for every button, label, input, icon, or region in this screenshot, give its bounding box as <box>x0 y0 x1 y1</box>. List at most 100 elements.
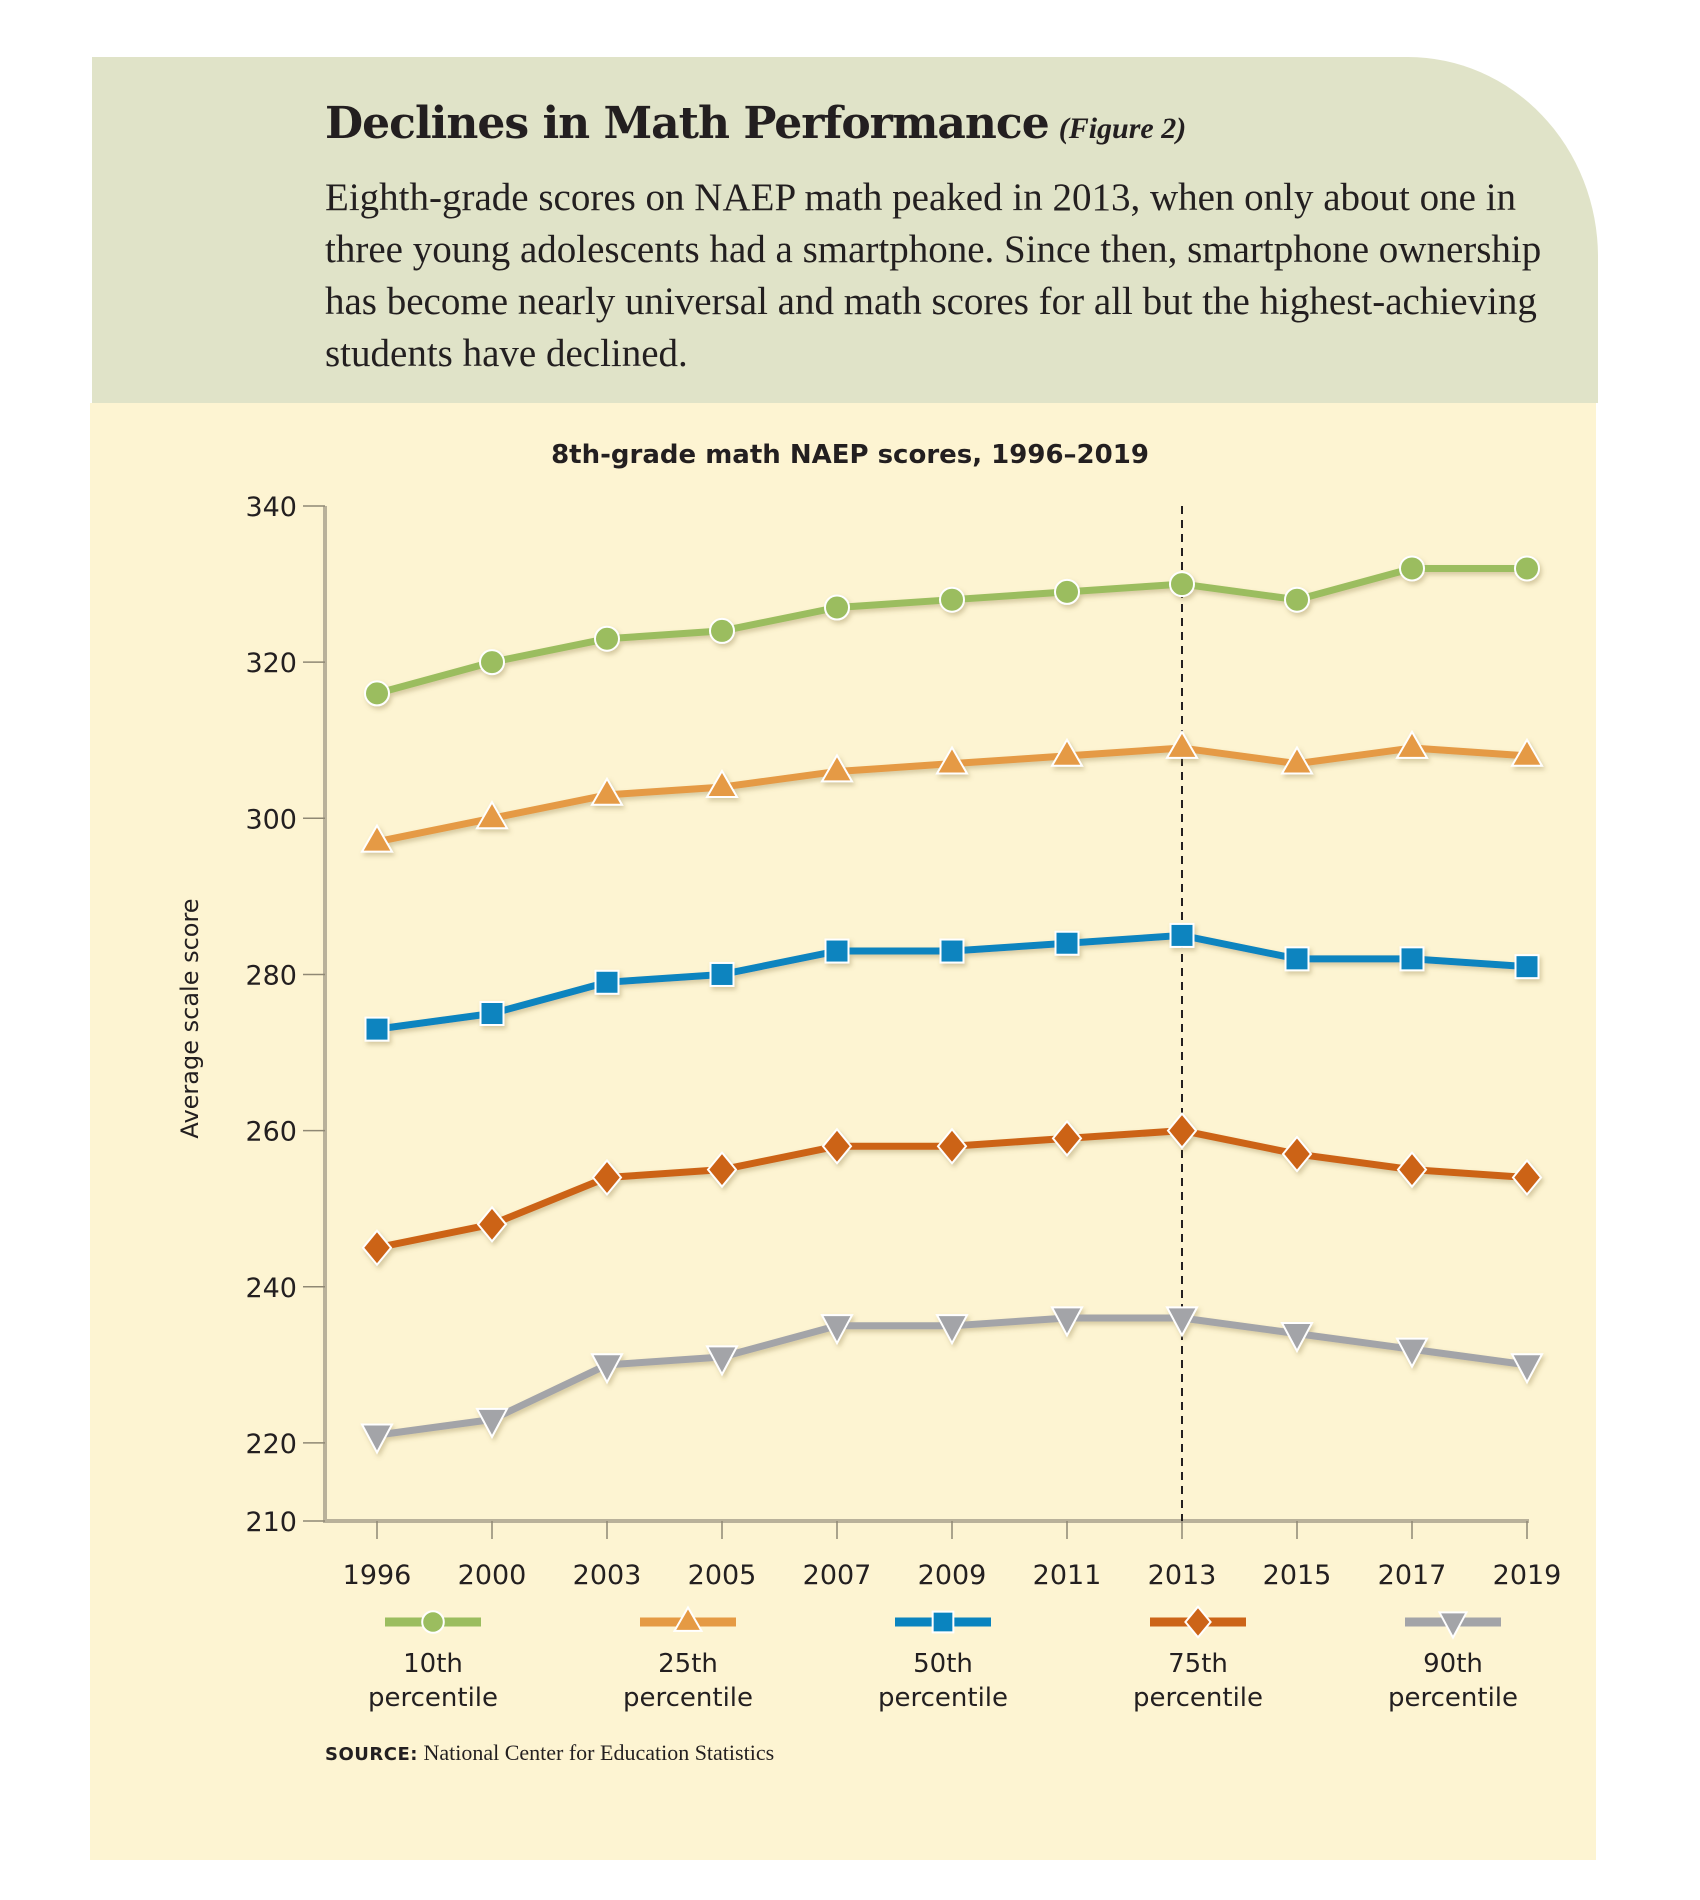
data-point <box>1281 1135 1313 1173</box>
y-tick-label: 340 <box>245 492 297 523</box>
data-point <box>824 594 850 621</box>
legend-item: 10th percentile <box>368 1610 498 1713</box>
legend-marker-triangle-up-icon <box>672 1605 704 1632</box>
data-point <box>705 1345 739 1377</box>
series-group <box>360 555 1544 1455</box>
data-point <box>360 1423 394 1455</box>
data-point <box>594 625 620 652</box>
data-point <box>821 1127 853 1165</box>
legend-label: percentile <box>368 1683 498 1713</box>
data-point <box>591 1158 623 1197</box>
legend-item: 50th percentile <box>878 1610 1008 1713</box>
legend: 10th percentile 25th percentile 50th percenti… <box>368 1605 1518 1713</box>
data-point <box>1280 745 1314 775</box>
data-point <box>1050 1306 1084 1338</box>
data-point <box>475 800 509 830</box>
data-point <box>706 1151 738 1189</box>
y-tick-label: 220 <box>245 1429 297 1460</box>
x-tick-label: 2007 <box>803 1560 872 1591</box>
figure-description: Eighth-grade scores on NAEP math peaked … <box>325 176 1542 375</box>
data-point <box>475 1407 509 1439</box>
legend-marker-diamond-icon <box>1184 1605 1212 1639</box>
x-tick-label: 2017 <box>1378 1560 1447 1591</box>
data-point <box>1284 946 1310 972</box>
legend-item: 75th percentile <box>1133 1605 1263 1713</box>
legend-label: percentile <box>1388 1683 1518 1713</box>
source-note: SOURCE: National Center for Education St… <box>325 1740 774 1766</box>
y-tick-label: 260 <box>245 1117 297 1148</box>
data-point <box>590 1353 624 1385</box>
x-tick-label: 2015 <box>1263 1560 1332 1591</box>
legend-marker-square-icon <box>931 1610 955 1634</box>
data-point <box>1166 1112 1198 1150</box>
series-90th-percentile <box>360 1306 1544 1455</box>
data-point <box>939 938 965 964</box>
legend-label: 90th <box>1423 1649 1483 1679</box>
legend-label: percentile <box>623 1683 753 1713</box>
data-point <box>1284 586 1310 613</box>
data-point <box>709 961 735 987</box>
x-tick-label: 2013 <box>1148 1560 1217 1591</box>
legend-item: 25th percentile <box>623 1605 753 1713</box>
data-point <box>939 586 965 613</box>
source-label: SOURCE: <box>325 1744 418 1765</box>
data-point <box>705 768 739 798</box>
data-point <box>364 680 390 707</box>
data-point <box>824 938 850 964</box>
data-point <box>1514 954 1540 980</box>
legend-label: 50th <box>913 1649 973 1679</box>
data-point <box>1511 1158 1543 1197</box>
source-text: National Center for Education Statistics <box>423 1740 775 1765</box>
x-tick-label: 2000 <box>458 1560 527 1591</box>
data-point <box>594 969 620 995</box>
data-point <box>1165 1306 1199 1338</box>
data-point <box>1395 1337 1429 1369</box>
data-point <box>1169 922 1195 948</box>
data-point <box>1169 571 1195 598</box>
y-tick-label: 210 <box>245 1507 297 1538</box>
data-point <box>360 823 394 853</box>
data-point <box>1399 555 1425 582</box>
chart-panel <box>90 403 1596 1860</box>
data-point <box>364 1016 390 1042</box>
legend-marker-triangle-down-icon <box>1437 1611 1469 1640</box>
data-point <box>361 1229 393 1267</box>
data-point <box>1050 737 1084 767</box>
y-axis-title: Average scale score <box>176 898 204 1138</box>
data-point <box>1514 555 1540 582</box>
chart-title: 8th-grade math NAEP scores, 1996–2019 <box>551 440 1149 470</box>
data-point <box>936 1127 968 1165</box>
data-point <box>820 1314 854 1346</box>
y-tick-label: 240 <box>245 1273 297 1304</box>
series-10th-percentile <box>364 555 1540 707</box>
data-point <box>935 745 969 775</box>
legend-marker-circle-icon <box>421 1610 445 1634</box>
data-point <box>1510 1353 1544 1385</box>
x-tick-label: 2003 <box>573 1560 642 1591</box>
data-point <box>709 617 735 644</box>
data-point <box>1510 737 1544 767</box>
data-point <box>1395 729 1429 759</box>
legend-label: 25th <box>658 1649 718 1679</box>
data-point <box>1399 946 1425 972</box>
data-point <box>479 1001 505 1026</box>
y-tick-label: 300 <box>245 804 297 835</box>
y-tick-label: 280 <box>245 960 297 991</box>
figure-number: (Figure 2) <box>1058 112 1187 145</box>
data-point <box>1396 1151 1428 1189</box>
series-75th-percentile <box>361 1112 1543 1267</box>
figure-headline: Declines in Math Performance (Figure 2) <box>325 98 1186 149</box>
y-tick-label: 320 <box>245 648 297 679</box>
data-point <box>479 649 505 676</box>
x-tick-label: 1996 <box>343 1560 412 1591</box>
legend-label: 10th <box>403 1649 463 1679</box>
x-tick-label: 2011 <box>1033 1560 1102 1591</box>
headline-title: Declines in Math Performance <box>325 98 1050 149</box>
data-point <box>1051 1119 1083 1157</box>
header-panel <box>92 57 1598 403</box>
x-tick-label: 2009 <box>918 1560 987 1591</box>
data-point <box>1165 729 1199 759</box>
series-50th-percentile <box>364 922 1540 1042</box>
data-point <box>935 1314 969 1346</box>
legend-label: 75th <box>1168 1649 1228 1679</box>
